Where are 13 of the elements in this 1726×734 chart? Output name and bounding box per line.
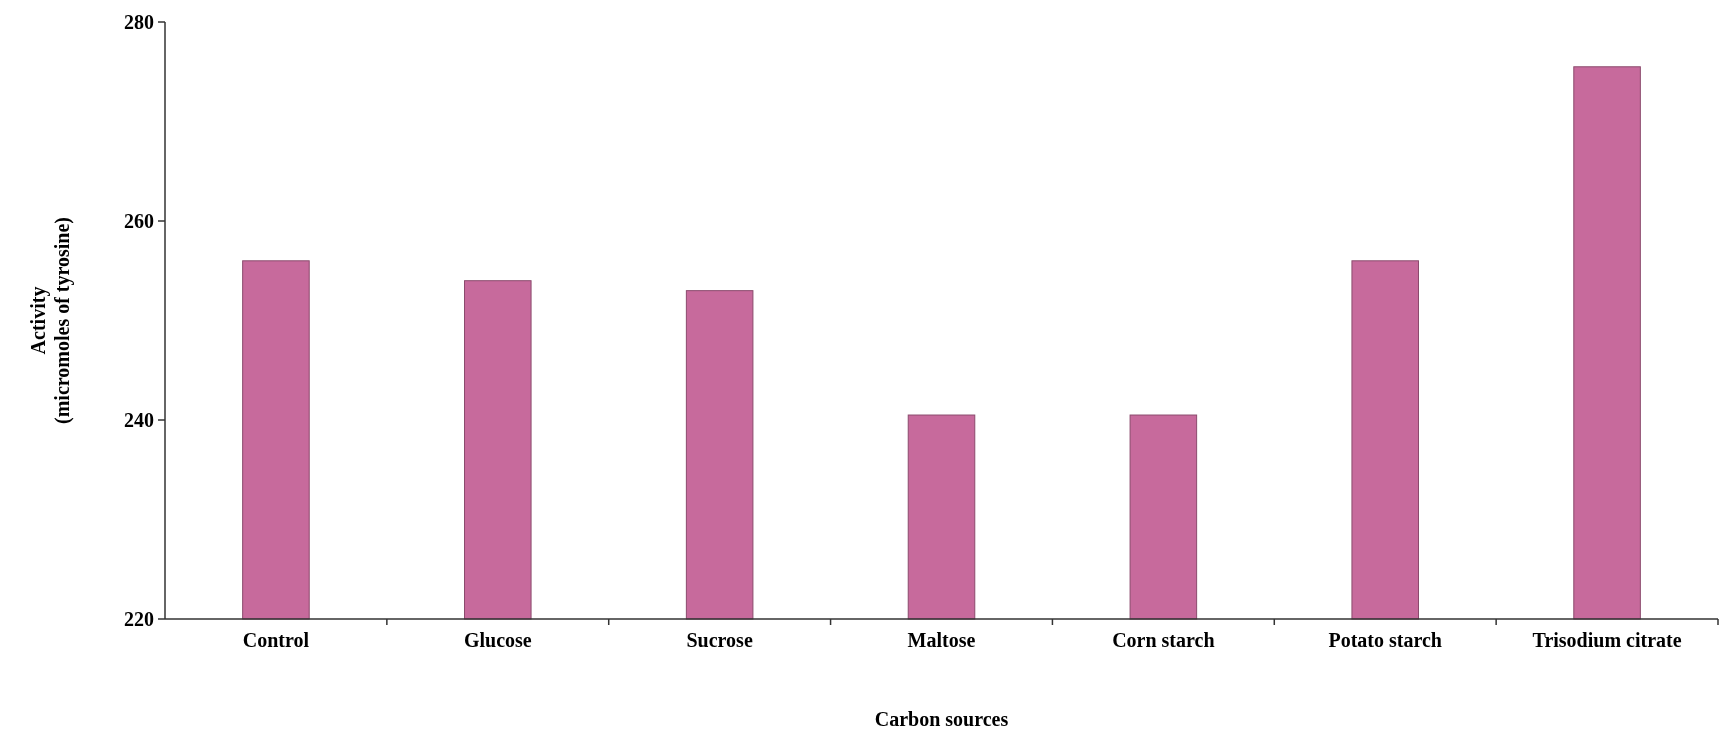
y-tick-label: 220 [124,608,154,630]
x-tick-label: Corn starch [1112,629,1215,651]
x-tick-label: Sucrose [686,629,753,651]
y-tick-label: 280 [124,11,154,33]
x-axis-title: Carbon sources [874,708,1009,730]
x-tick-label: Glucose [463,629,532,651]
x-tick-label: Trisodium citrate [1532,629,1682,651]
x-tick-label: Maltose [907,629,976,651]
x-tick-label: Control [242,629,310,651]
y-tick-label: 260 [124,210,154,232]
y-axis-title: Activity (micromoles of tyrosine) [27,217,74,424]
y-tick-label: 240 [124,409,154,431]
x-tick-label: Potato starch [1328,629,1442,651]
